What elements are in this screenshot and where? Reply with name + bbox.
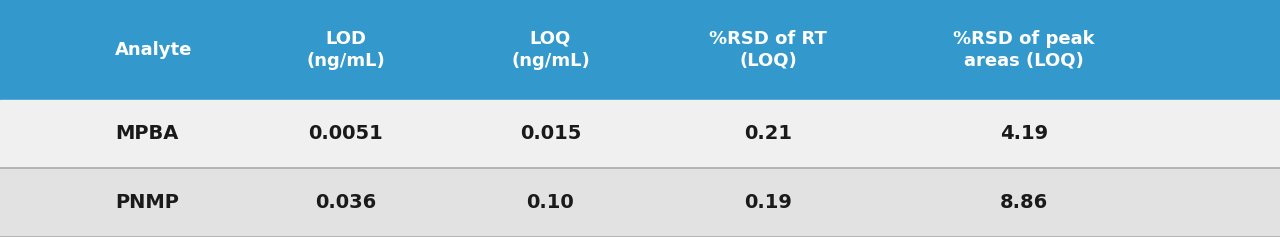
- Text: 4.19: 4.19: [1000, 124, 1048, 143]
- Text: Analyte: Analyte: [115, 41, 192, 59]
- Text: 8.86: 8.86: [1000, 193, 1048, 212]
- Text: PNMP: PNMP: [115, 193, 179, 212]
- Text: MPBA: MPBA: [115, 124, 179, 143]
- Text: LOD
(ng/mL): LOD (ng/mL): [306, 30, 385, 70]
- Text: %RSD of RT
(LOQ): %RSD of RT (LOQ): [709, 30, 827, 70]
- Text: 0.19: 0.19: [744, 193, 792, 212]
- Bar: [0, 168, 1280, 237]
- Bar: [0, 0, 1280, 100]
- Text: 0.036: 0.036: [315, 193, 376, 212]
- Text: 0.10: 0.10: [526, 193, 575, 212]
- Text: 0.015: 0.015: [520, 124, 581, 143]
- Text: 0.21: 0.21: [744, 124, 792, 143]
- Text: LOQ
(ng/mL): LOQ (ng/mL): [511, 30, 590, 70]
- Bar: [0, 100, 1280, 168]
- Text: %RSD of peak
areas (LOQ): %RSD of peak areas (LOQ): [954, 30, 1094, 70]
- Text: 0.0051: 0.0051: [308, 124, 383, 143]
